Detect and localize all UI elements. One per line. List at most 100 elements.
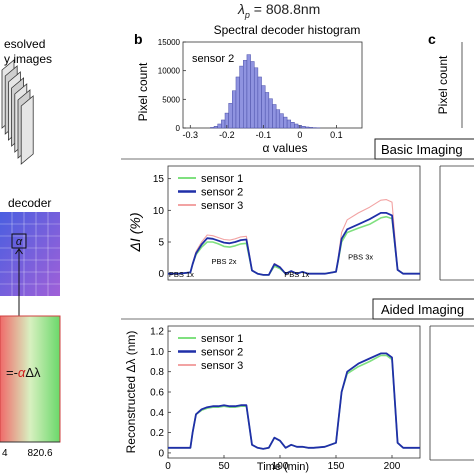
image-stack [1,59,34,165]
legend-label: sensor 1 [201,173,243,185]
stack-label-line1: esolved [4,37,45,51]
basic-imaging-box: Basic Imaging [374,138,474,160]
histogram-ytick-label: 5000 [162,95,180,104]
xtick-label: 100 [272,461,289,472]
histogram-bar [308,127,313,129]
histogram-ytick-label: 15000 [158,38,181,47]
legend-label: sensor 2 [201,347,243,359]
histogram-bar [290,122,295,129]
histogram-bar [261,85,266,129]
decoder-label: decoder [8,196,51,210]
aided-imaging-box: Aided Imaging [372,298,474,320]
panel-c-basic-partial [439,165,474,281]
svg-text:Pixel count: Pixel count [436,55,450,114]
basic-ylabel: ΔI (%) [127,213,143,253]
histogram-xlabel: α values [263,141,308,155]
decoder-grid-lines [0,212,60,296]
plot-frame [167,165,421,281]
ytick-label: 5 [158,238,164,249]
svg-text:Aided Imaging: Aided Imaging [381,302,464,317]
legend-label: sensor 3 [201,360,243,372]
formula: =-αΔλ [6,365,41,380]
xtick-label: 200 [384,461,401,472]
ytick-label: 0.6 [150,388,164,399]
histogram-xtick-label: 0.1 [330,130,343,140]
histogram-bar [217,123,222,129]
stack-slice [20,95,34,165]
decoder-alpha-box [11,233,27,249]
annotation-label: PBS 1x [169,270,194,279]
aided-xlabel: Time (min) [257,461,309,473]
histogram-bar [264,92,270,129]
histogram-ylabel: Pixel count [136,62,150,121]
ytick-label: 10 [153,206,165,217]
histogram-bar [275,109,281,129]
histogram-ytick-label: 10000 [158,67,181,76]
series-line-sensor-2 [168,352,420,450]
annotation-label: PBS 1x [284,270,309,279]
histogram-bar [221,119,226,129]
histogram-bar [257,76,262,129]
histogram-bar [301,126,306,129]
xtick-label: 0 [165,461,171,472]
histogram-bar [213,126,218,129]
histogram-xtick-label: -0.3 [183,130,199,140]
histogram-bar [305,126,310,129]
histogram-bar [279,113,284,129]
histogram-bar [232,90,237,129]
panel-c-aided-partial [429,325,474,461]
lambda-header: λp = 808.8nm [237,1,320,20]
panel-label-b: b [134,31,143,47]
series-line-sensor-2 [168,212,420,276]
histogram-bar [210,127,215,129]
legend-label: sensor 3 [201,200,243,212]
histogram-annotation: sensor 2 [192,53,234,65]
plot-frame [167,325,421,459]
ytick-label: 15 [153,174,165,185]
decoder-grid-panel [0,212,60,296]
ytick-label: 1.2 [150,327,164,338]
histogram-bar [253,67,259,129]
decoder-alpha-symbol: α [16,236,23,248]
ytick-label: 0.4 [150,408,164,419]
ytick-label: 1.0 [150,347,164,358]
aided-ylabel: Reconstructed Δλ (nm) [124,331,138,454]
legend-label: sensor 2 [201,187,243,199]
histogram-bar [235,76,240,129]
histogram-chart: -0.3 -0.2 -0.1 0 0.1 0 5000 10000 15000 [158,38,363,140]
histogram-bar [243,60,248,129]
histogram-xtick-label: -0.2 [219,130,235,140]
histogram-bar [294,123,299,129]
svg-text:Basic Imaging: Basic Imaging [381,142,463,157]
annotation-label: PBS 3x [348,253,373,262]
histogram-xtick-label: 0 [297,130,302,140]
histogram-bar [250,61,255,129]
histogram-bar [246,54,251,129]
histogram-bar [272,104,277,129]
spectrum-tick-right: 820.6 [27,448,52,459]
histogram-bar [268,98,273,129]
histogram-title: Spectral decoder histogram [214,23,361,37]
xtick-label: 50 [218,461,230,472]
xtick-label: 150 [328,461,345,472]
ytick-label: 0 [158,448,164,459]
spectrum-tick-left: 4 [2,448,8,459]
histogram-bar [283,116,288,129]
histogram-xtick-label: -0.1 [256,130,272,140]
histogram-bar [286,119,292,129]
annotation-label: PBS 2x [211,257,236,266]
legend-label: sensor 1 [201,333,243,345]
ytick-label: 0.2 [150,428,164,439]
histogram-bar [239,65,244,129]
aided-imaging-chart: 0 0.2 0.4 0.6 0.8 1.0 1.2 0 50 100 150 200 sensor 1 s… [150,325,421,472]
spectrum-panel [0,315,61,443]
ytick-label: 0.8 [150,367,164,378]
decoder-arrow-up-head [15,248,23,255]
panel-c-partial: Pixel count [436,42,463,128]
histogram-ytick-label: 0 [176,124,181,133]
ytick-label: 0 [158,269,164,280]
stack-label-line2: y images [4,52,52,66]
histogram-bar [228,103,233,129]
